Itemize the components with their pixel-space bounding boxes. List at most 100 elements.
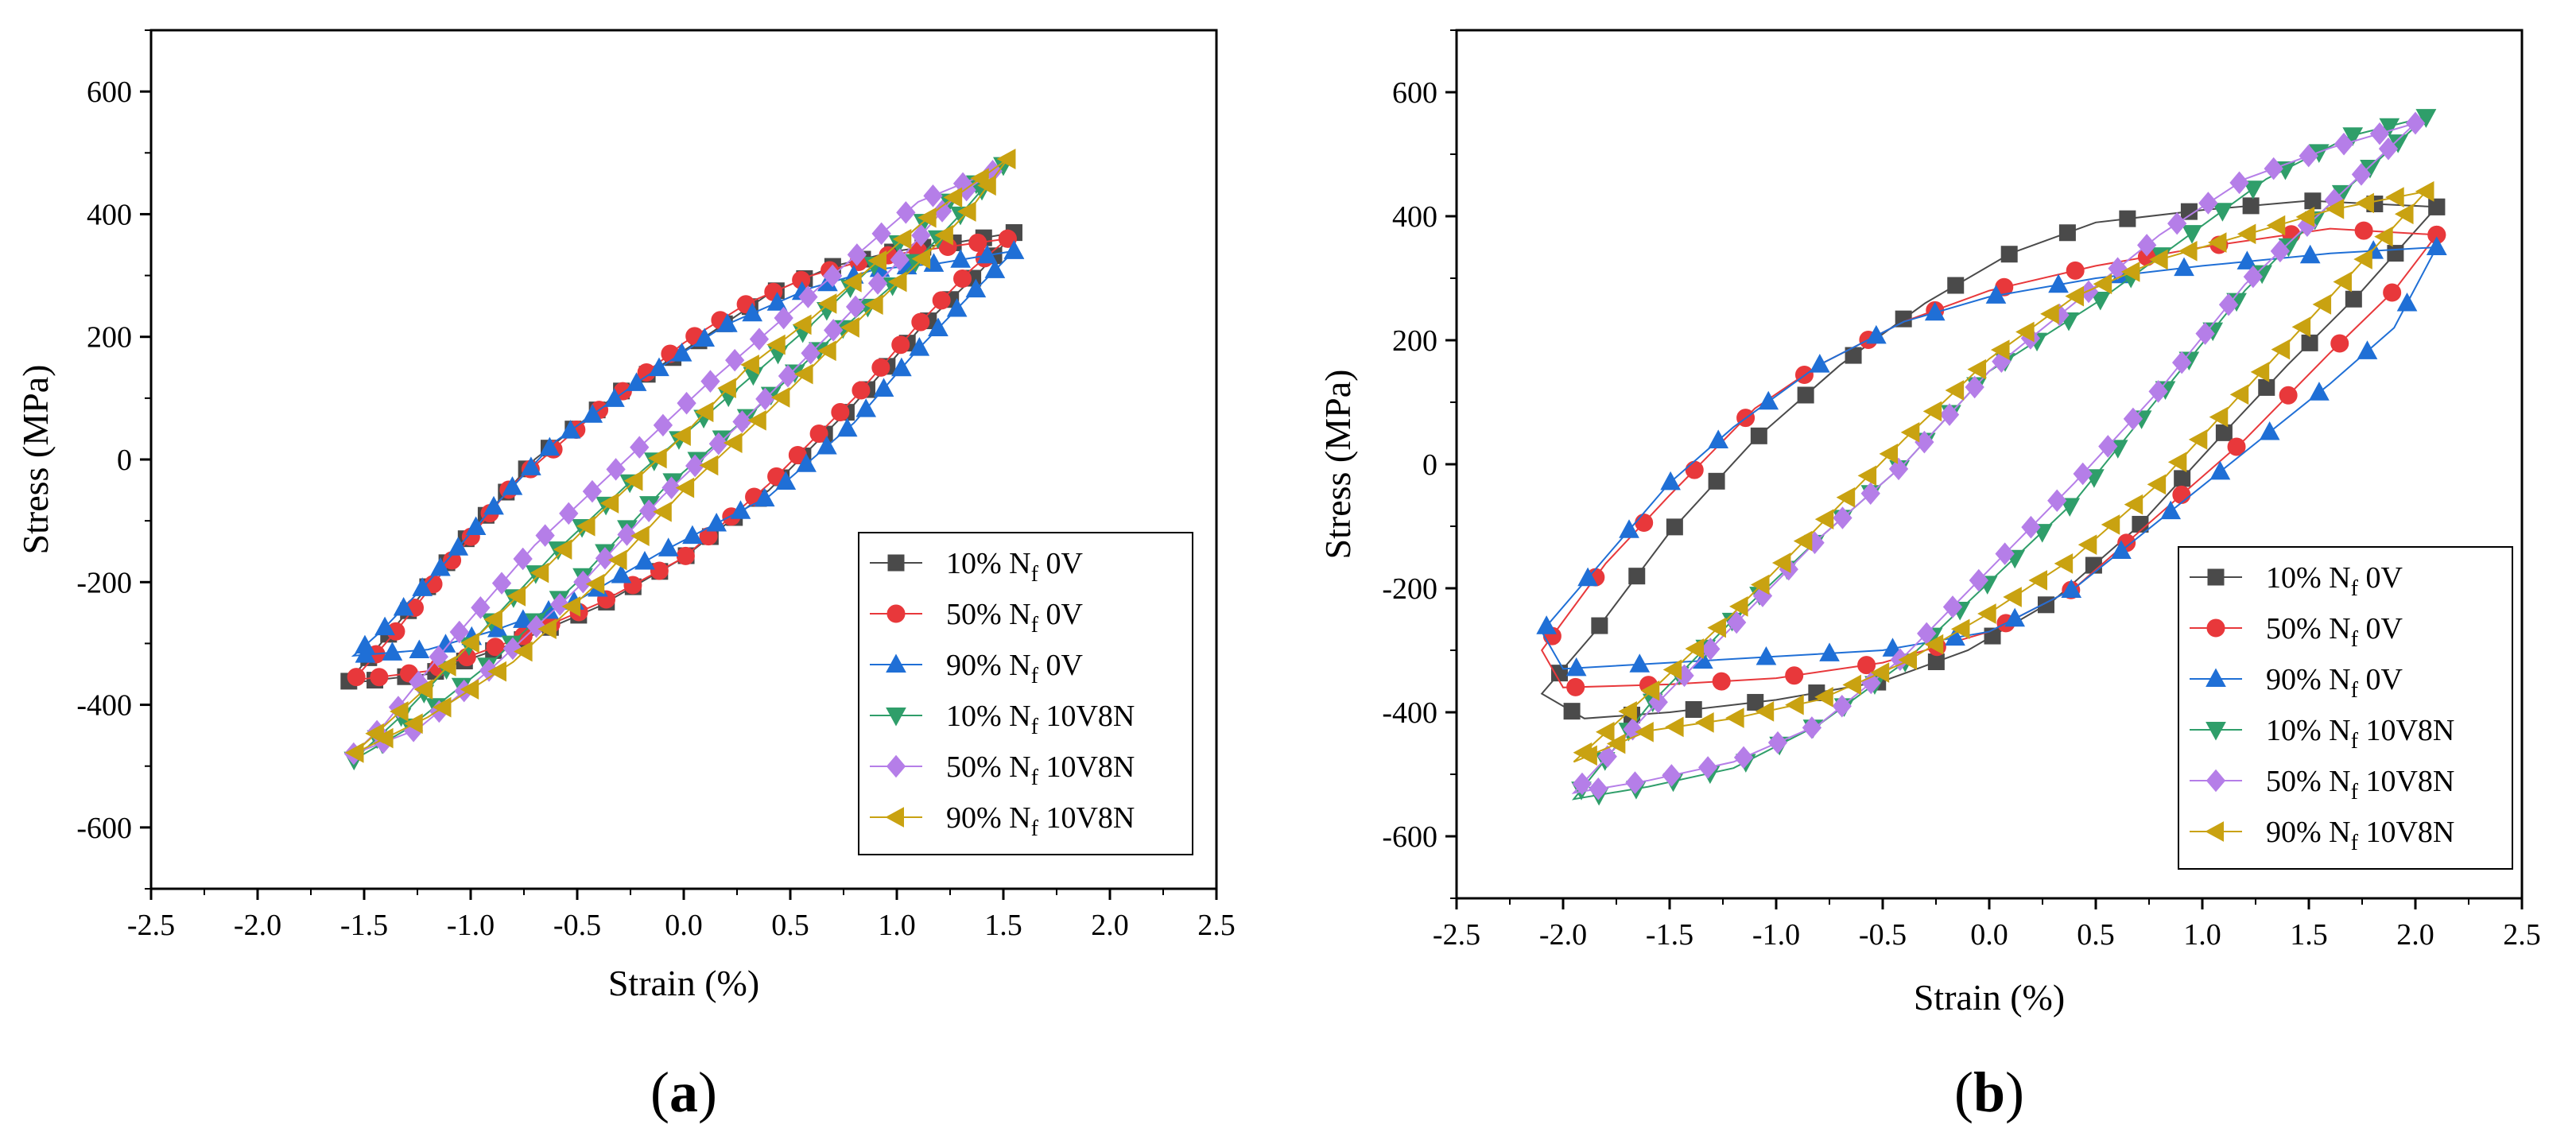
panel-a-series-6 bbox=[344, 149, 1016, 763]
panel-a-legend-label: 50% Nf 10V8N bbox=[946, 750, 1135, 790]
panel-a-y-axis-title: Stress (MPa) bbox=[15, 365, 56, 555]
panel-a-x-tick-label: 2.0 bbox=[1091, 909, 1129, 942]
panel-b-data-marker bbox=[2299, 244, 2321, 264]
panel-b-data-marker bbox=[1695, 712, 1714, 733]
panel-a-data-marker bbox=[725, 348, 745, 372]
panel-a-data-marker bbox=[460, 632, 479, 653]
panel-a-data-marker bbox=[561, 596, 581, 617]
panel-b-data-marker bbox=[1578, 745, 1597, 766]
panel-b-data-marker bbox=[2258, 378, 2275, 396]
panel-b-data-marker bbox=[2250, 362, 2270, 382]
panel-a-data-marker bbox=[793, 314, 812, 335]
panel-b-legend-label-rest: 10V8N bbox=[2358, 765, 2454, 798]
panel-b-data-marker bbox=[2237, 250, 2258, 269]
panel-a-data-marker bbox=[822, 264, 843, 288]
panel-b-data-marker bbox=[2266, 215, 2286, 236]
panel-b-data-marker bbox=[2059, 498, 2081, 517]
panel-a-legend-item: 90% Nf 10V8N bbox=[870, 801, 1135, 841]
panel-a-data-marker bbox=[891, 357, 912, 377]
panel-a-data-marker bbox=[845, 295, 866, 319]
panel-b-data-marker bbox=[2174, 470, 2191, 487]
panel-a-data-marker bbox=[606, 458, 626, 481]
panel-b-data-marker bbox=[2093, 273, 2112, 295]
panel-a-data-marker bbox=[404, 713, 423, 735]
panel-b-data-marker bbox=[1619, 519, 1639, 538]
panel-a-data-marker bbox=[630, 525, 650, 546]
panel-b-data-marker bbox=[2270, 239, 2291, 263]
panel-b-legend-marker bbox=[2206, 722, 2226, 741]
panel-a-data-marker bbox=[448, 537, 469, 556]
panel-b-x-tick-label: -2.5 bbox=[1433, 918, 1480, 952]
panel-b-data-marker bbox=[2212, 203, 2233, 222]
panel-a-data-marker bbox=[794, 363, 813, 385]
panel-b-data-marker bbox=[1755, 701, 1775, 722]
panel-a-data-marker bbox=[742, 302, 763, 322]
panel-b-legend-label-sub: f bbox=[2351, 729, 2359, 754]
panel-a-data-marker bbox=[946, 297, 968, 317]
panel-a-data-marker bbox=[911, 223, 931, 247]
panel-a-legend-label-rest: 0V bbox=[1038, 598, 1084, 631]
panel-b-data-marker bbox=[1819, 642, 1840, 661]
panel-b-data-marker bbox=[2428, 198, 2446, 215]
panel-b-data-marker bbox=[1693, 649, 1713, 669]
panel-b-data-marker bbox=[1939, 403, 1960, 426]
panel-b-legend-item: 50% Nf 10V8N bbox=[2190, 765, 2454, 805]
panel-a-data-marker bbox=[513, 609, 533, 628]
panel-a-data-marker bbox=[573, 570, 593, 594]
panel-b-data-marker bbox=[1635, 513, 1654, 532]
panel-b-data-marker bbox=[2215, 424, 2233, 441]
panel-b-data-marker bbox=[2334, 132, 2354, 156]
panel-a-caption-open: ( bbox=[650, 1060, 669, 1124]
panel-a-data-marker bbox=[801, 341, 821, 365]
panel-b-data-marker bbox=[2396, 292, 2418, 312]
panel-b-x-tick-label: -0.5 bbox=[1859, 918, 1907, 952]
panel-b-data-marker bbox=[1898, 649, 1918, 670]
panel-b-legend-label-rest: 10V8N bbox=[2358, 816, 2454, 849]
panel-a-data-marker bbox=[465, 516, 487, 536]
panel-a-data-marker bbox=[766, 292, 788, 311]
panel-b-y-axis-title: Stress (MPa) bbox=[1317, 370, 1358, 560]
panel-a-y-tick-label: -400 bbox=[76, 689, 132, 723]
panel-b-data-marker bbox=[1708, 429, 1729, 448]
panel-a-data-marker bbox=[867, 272, 888, 295]
panel-b-legend-label-main: 10% N bbox=[2266, 714, 2351, 747]
panel-a-data-marker bbox=[847, 243, 867, 266]
panel-a-series-layer bbox=[340, 149, 1025, 771]
panel-b-caption-open: ( bbox=[1954, 1060, 1973, 1124]
panel-b-data-marker bbox=[2351, 163, 2372, 186]
panel-b-data-marker bbox=[1628, 568, 1646, 585]
panel-b-data-marker bbox=[2148, 380, 2168, 403]
panel-b-data-marker bbox=[1945, 380, 1965, 401]
panel-b-data-marker bbox=[1666, 518, 1683, 536]
panel-a-legend-marker bbox=[886, 754, 906, 778]
panel-a-data-marker bbox=[483, 609, 502, 630]
panel-a-data-marker bbox=[953, 269, 972, 289]
panel-a-data-marker bbox=[560, 420, 581, 439]
panel-a-data-marker bbox=[755, 387, 775, 411]
panel-a-legend-label: 10% Nf 0V bbox=[946, 547, 1083, 587]
panel-b-data-marker bbox=[1629, 653, 1651, 673]
panel-b-data-marker bbox=[1725, 708, 1744, 728]
panel-a-data-marker bbox=[873, 378, 894, 397]
panel-a-data-marker bbox=[685, 454, 705, 478]
panel-a-legend-label-sub: f bbox=[1031, 715, 1039, 739]
panel-b-data-marker bbox=[1635, 721, 1654, 742]
panel-b-data-marker bbox=[1662, 764, 1682, 787]
panel-b-legend-label: 90% Nf 10V8N bbox=[2266, 816, 2454, 855]
panel-a-data-marker bbox=[766, 334, 786, 355]
panel-b-data-marker bbox=[1866, 324, 1887, 344]
panel-b-data-marker bbox=[1660, 471, 1681, 490]
panel-a-data-marker bbox=[732, 410, 752, 433]
panel-b-legend-label: 90% Nf 0V bbox=[2266, 663, 2403, 703]
panel-b-data-marker bbox=[2345, 290, 2362, 308]
panel-b-x-tick-label: 0.0 bbox=[1970, 918, 2008, 952]
panel-b-legend-marker bbox=[2206, 668, 2226, 687]
panel-b-data-marker bbox=[1729, 596, 1748, 617]
panel-a-legend-marker bbox=[886, 604, 906, 623]
panel-b-legend-label-sub: f bbox=[2351, 831, 2359, 855]
panel-b-data-marker bbox=[1785, 694, 1804, 715]
panel-b-data-marker bbox=[1563, 703, 1581, 720]
